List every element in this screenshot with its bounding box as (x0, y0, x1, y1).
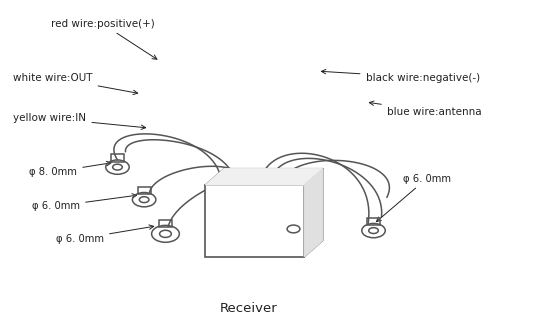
Text: black wire:negative(-): black wire:negative(-) (321, 70, 480, 83)
Polygon shape (205, 169, 323, 185)
Bar (111, 155, 124, 162)
Text: φ 6. 0mm: φ 6. 0mm (56, 225, 154, 244)
Bar (205, 185, 304, 257)
Bar (367, 218, 380, 225)
Text: red wire:positive(+): red wire:positive(+) (51, 19, 157, 59)
Text: Receiver: Receiver (219, 302, 277, 315)
Bar (159, 220, 172, 227)
Text: φ 6. 0mm: φ 6. 0mm (376, 173, 451, 221)
Polygon shape (304, 169, 323, 257)
Text: φ 6. 0mm: φ 6. 0mm (32, 194, 136, 211)
Bar (138, 187, 150, 194)
Text: white wire:OUT: white wire:OUT (13, 72, 137, 95)
Text: blue wire:antenna: blue wire:antenna (369, 101, 481, 117)
Text: φ 8. 0mm: φ 8. 0mm (30, 161, 111, 177)
Text: yellow wire:IN: yellow wire:IN (13, 113, 146, 129)
